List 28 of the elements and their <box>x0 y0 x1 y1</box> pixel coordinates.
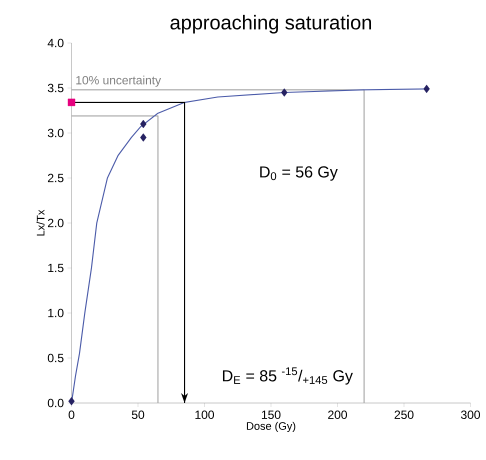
point <box>423 84 430 94</box>
x-tick-label: 250 <box>394 410 414 419</box>
x-tick-label: 150 <box>262 410 281 419</box>
y-tick-label: 1.5 <box>48 264 64 272</box>
y-tick-label: 3.5 <box>48 84 64 92</box>
chart-title: approaching saturation <box>170 14 372 34</box>
x-axis-title: Dose (Gy) <box>246 422 296 432</box>
x-tick-label: 200 <box>328 410 348 419</box>
x-tick-label: 0 <box>68 410 74 419</box>
annotation: D$_{0}$ = 56 Gy <box>260 166 338 181</box>
point <box>140 133 147 142</box>
annotation: 10% uncertainty <box>76 76 162 87</box>
y-axis-title: Lx/Tx <box>36 210 45 236</box>
point <box>140 120 147 128</box>
x-tick-label: 300 <box>460 410 480 419</box>
point <box>68 98 76 106</box>
y-tick-label: 0.0 <box>48 398 64 408</box>
point <box>68 397 75 406</box>
y-tick-label: 1.0 <box>48 308 64 318</box>
y-tick-label: 3.0 <box>48 128 64 138</box>
y-tick-label: 4.0 <box>48 38 64 48</box>
y-tick-label: 2.0 <box>48 218 64 228</box>
x-tick-label: 50 <box>132 410 144 419</box>
x-tick-label: 100 <box>195 410 214 419</box>
y-tick-label: 0.5 <box>48 354 64 362</box>
point <box>281 88 288 97</box>
y-tick-label: 2.5 <box>48 174 64 182</box>
annotation: D$_{E}$ = 85 $^{-15}$/$_{+145}$ Gy <box>222 367 353 385</box>
